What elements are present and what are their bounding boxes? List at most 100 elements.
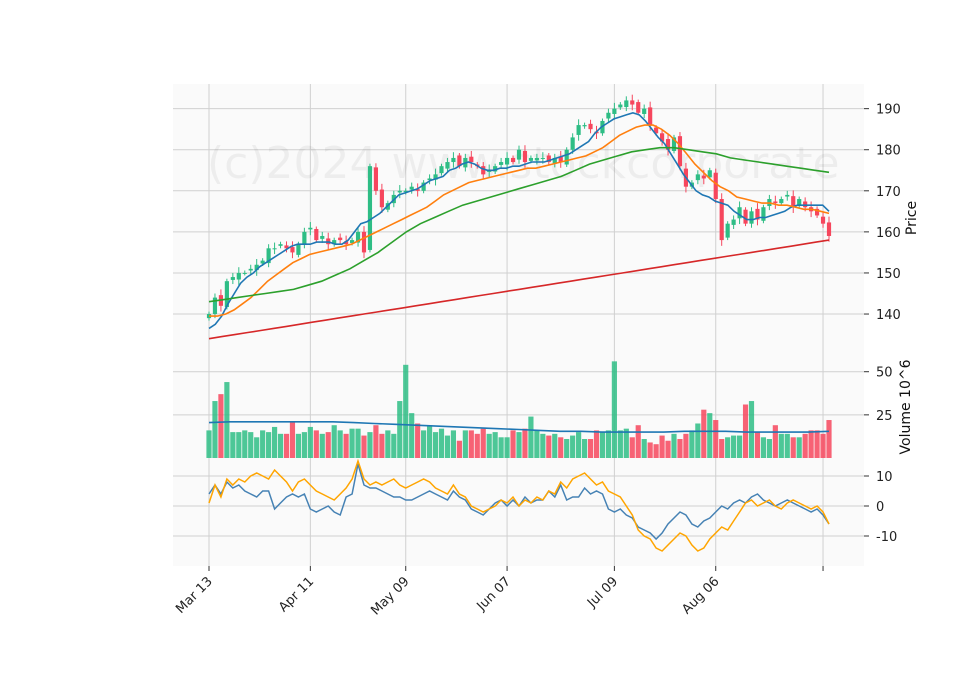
candle-body bbox=[773, 201, 778, 204]
candle-body bbox=[284, 245, 289, 249]
candle-body bbox=[516, 149, 522, 160]
volume-bar bbox=[415, 423, 421, 458]
price-ma-line bbox=[209, 124, 830, 317]
volume-bar bbox=[677, 439, 683, 458]
volume-y-tick-label: 25 bbox=[876, 409, 893, 424]
candle-body bbox=[695, 174, 700, 181]
candle-body bbox=[248, 268, 253, 271]
candle-body bbox=[743, 209, 748, 224]
candle-body bbox=[528, 157, 534, 161]
volume-bar bbox=[331, 425, 337, 458]
volume-bar bbox=[480, 428, 486, 458]
candle-body bbox=[302, 231, 307, 245]
volume-bar bbox=[760, 437, 767, 458]
oscillator-panel-bg bbox=[173, 458, 864, 566]
x-tick-label: Mar 13 bbox=[173, 574, 216, 617]
volume-ma-line bbox=[208, 420, 830, 433]
volume-bar bbox=[659, 435, 665, 458]
price-y-tick-label: 170 bbox=[876, 185, 901, 200]
volume-bar bbox=[635, 425, 641, 458]
volume-bar bbox=[570, 435, 576, 458]
volume-bar bbox=[647, 442, 653, 458]
volume-bar bbox=[736, 435, 743, 458]
volume-bar bbox=[701, 409, 707, 458]
candle-body bbox=[278, 244, 283, 246]
volume-bar bbox=[599, 432, 606, 458]
candle-body bbox=[564, 149, 569, 165]
candle-body bbox=[349, 240, 355, 243]
volume-bar bbox=[504, 437, 510, 458]
candle-body bbox=[457, 155, 462, 167]
volume-bar bbox=[468, 430, 474, 458]
volume-bar bbox=[683, 433, 689, 458]
volume-bar bbox=[361, 435, 367, 458]
volume-bar bbox=[725, 437, 731, 458]
volume-bar bbox=[260, 430, 266, 458]
volume-bar bbox=[778, 433, 784, 458]
price-y-tick-label: 190 bbox=[876, 103, 901, 118]
candle-body bbox=[355, 231, 361, 243]
candle-body bbox=[433, 174, 438, 180]
volume-bar bbox=[325, 432, 331, 458]
candle-body bbox=[409, 186, 414, 190]
volume-bar bbox=[307, 426, 313, 458]
volume-bar bbox=[498, 437, 504, 458]
volume-bar bbox=[784, 433, 790, 458]
volume-bar bbox=[426, 425, 433, 458]
candle-body bbox=[451, 157, 456, 163]
candle-body bbox=[814, 208, 820, 216]
candle-body bbox=[737, 207, 742, 219]
volume-bar bbox=[224, 382, 230, 458]
volume-bar bbox=[671, 433, 677, 458]
candle-body bbox=[540, 157, 545, 159]
volume-bar bbox=[772, 425, 778, 458]
price-axis-title: Price bbox=[904, 201, 920, 235]
volume-bar bbox=[391, 433, 397, 458]
volume-bar bbox=[808, 430, 814, 458]
candle-body bbox=[582, 125, 587, 127]
volume-bar bbox=[826, 420, 832, 458]
x-tick-label: Jun 07 bbox=[474, 574, 514, 614]
volume-bar bbox=[695, 423, 701, 458]
volume-bar bbox=[409, 413, 415, 458]
volume-bar bbox=[289, 421, 296, 458]
volume-bar bbox=[611, 361, 617, 458]
volume-bar bbox=[790, 437, 796, 458]
candle-body bbox=[290, 247, 295, 253]
candle-body bbox=[314, 229, 319, 241]
candle-body bbox=[344, 241, 349, 245]
candle-body bbox=[671, 137, 677, 151]
volume-bar bbox=[641, 439, 647, 458]
candle-body bbox=[731, 219, 736, 225]
candle-body bbox=[612, 108, 617, 114]
candle-body bbox=[713, 172, 718, 200]
candle-body bbox=[403, 190, 408, 193]
candle-body bbox=[230, 277, 235, 280]
volume-bar bbox=[665, 440, 671, 458]
price-panel-bg bbox=[173, 84, 864, 351]
volume-bar bbox=[516, 432, 522, 458]
candle-body bbox=[648, 107, 653, 126]
candle-body bbox=[260, 260, 265, 264]
candle-body bbox=[499, 162, 504, 165]
volume-bar bbox=[295, 433, 302, 458]
candle-body bbox=[320, 235, 325, 239]
volume-bar bbox=[581, 439, 588, 458]
oscillator-panel bbox=[208, 458, 830, 552]
watermark: (c)2024 www.stockcorporate bbox=[207, 138, 840, 189]
candle-body bbox=[677, 136, 683, 167]
volume-bar bbox=[564, 439, 570, 458]
volume-bar bbox=[528, 416, 534, 458]
volume-bar bbox=[277, 433, 284, 458]
candle-body bbox=[296, 244, 301, 255]
volume-bar bbox=[546, 435, 552, 458]
volume-bar bbox=[432, 432, 439, 458]
volume-bar bbox=[593, 430, 600, 458]
volume-axis-title: Volume 10^6 bbox=[898, 359, 914, 454]
candle-body bbox=[552, 157, 557, 164]
candle-body bbox=[826, 222, 832, 236]
volume-bar bbox=[605, 430, 612, 458]
candle-body bbox=[707, 170, 712, 178]
candle-body bbox=[272, 248, 277, 250]
